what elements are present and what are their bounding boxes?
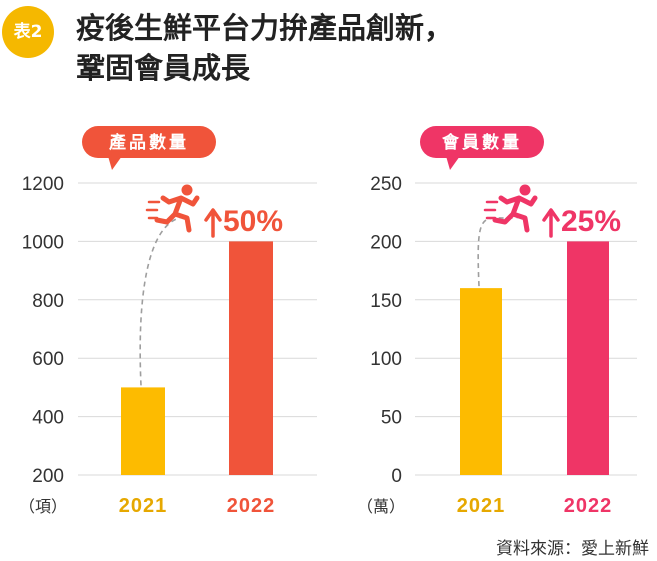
y-tick-label: 100 bbox=[370, 349, 402, 370]
running-person-head bbox=[181, 184, 193, 196]
up-arrow-icon bbox=[542, 208, 560, 238]
chart-products: 1200 1000 800 600 400 200 （項） 產品數量 2021 2022 50% bbox=[19, 126, 317, 517]
dashed-arc bbox=[139, 216, 184, 386]
bar-2022 bbox=[229, 241, 273, 475]
x-category-label: 2021 bbox=[119, 495, 168, 517]
y-tick-label: 1000 bbox=[22, 232, 64, 253]
chart-title-pill bbox=[82, 126, 216, 158]
title-line-2: 鞏固會員成長 bbox=[76, 51, 251, 85]
dashed-arc bbox=[477, 216, 522, 287]
y-tick-label: 50 bbox=[381, 408, 402, 429]
chart-title: 會員數量 bbox=[441, 132, 522, 153]
x-category-label: 2022 bbox=[227, 495, 276, 517]
y-tick-label: 600 bbox=[32, 349, 64, 370]
running-person-icon bbox=[483, 184, 538, 233]
title-line-1: 疫後生鮮平台力拚產品創新， bbox=[76, 11, 454, 45]
page-title: 疫後生鮮平台力拚產品創新， 鞏固會員成長 bbox=[76, 8, 646, 88]
source-note: 資料來源：愛上新鮮 bbox=[496, 539, 649, 559]
bar-2021 bbox=[121, 387, 165, 475]
table-number-badge: 表2 bbox=[2, 6, 54, 58]
running-person-head bbox=[519, 184, 531, 196]
y-tick-label: 250 bbox=[370, 174, 402, 195]
motion-lines bbox=[145, 200, 161, 220]
x-category-label: 2022 bbox=[564, 495, 613, 517]
y-tick-label: 400 bbox=[32, 408, 64, 429]
y-unit-label: （萬） bbox=[357, 497, 405, 516]
growth-annotation: 50% bbox=[223, 205, 283, 238]
bar-2021 bbox=[460, 288, 502, 475]
running-person-icon bbox=[145, 184, 200, 233]
y-tick-label: 200 bbox=[32, 466, 64, 487]
chart-title-pill-tail bbox=[446, 156, 460, 170]
chart-title: 產品數量 bbox=[109, 132, 189, 153]
y-tick-label: 0 bbox=[391, 466, 402, 487]
chart-title-pill bbox=[420, 126, 544, 158]
chart-title-pill-tail bbox=[108, 156, 122, 170]
bar-2022 bbox=[567, 241, 609, 475]
running-person-body bbox=[154, 195, 200, 233]
y-tick-label: 200 bbox=[370, 232, 402, 253]
y-tick-label: 800 bbox=[32, 291, 64, 312]
motion-lines bbox=[483, 200, 499, 220]
x-category-label: 2021 bbox=[457, 495, 506, 517]
running-person-body bbox=[492, 195, 538, 233]
chart-members: 250 200 150 100 50 0 （萬） 會員數量 2021 2022 25% bbox=[357, 126, 637, 517]
up-arrow-icon bbox=[204, 208, 222, 238]
y-tick-label: 1200 bbox=[22, 174, 64, 195]
y-unit-label: （項） bbox=[19, 497, 67, 516]
y-tick-label: 150 bbox=[370, 291, 402, 312]
growth-annotation: 25% bbox=[561, 205, 621, 238]
